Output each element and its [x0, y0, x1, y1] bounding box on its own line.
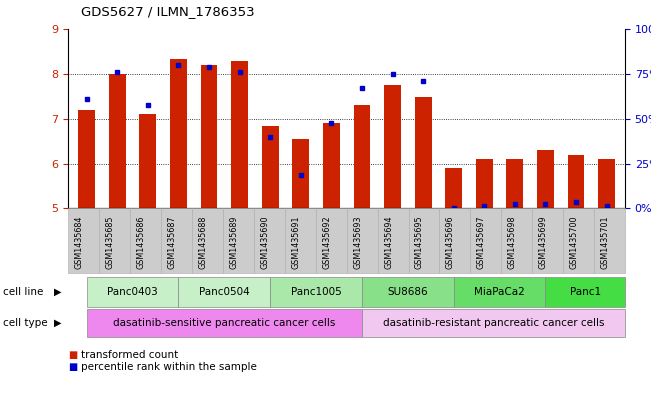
Bar: [384, 85, 401, 208]
Text: GSM1435699: GSM1435699: [538, 216, 547, 269]
Text: cell line: cell line: [3, 287, 44, 297]
Text: GSM1435692: GSM1435692: [322, 216, 331, 269]
Text: GSM1435694: GSM1435694: [384, 216, 393, 269]
Bar: [445, 168, 462, 208]
Text: GSM1435686: GSM1435686: [137, 216, 146, 269]
Text: ▶: ▶: [53, 287, 61, 297]
Bar: [353, 105, 370, 208]
Text: dasatinib-sensitive pancreatic cancer cells: dasatinib-sensitive pancreatic cancer ce…: [113, 318, 335, 328]
Text: GSM1435698: GSM1435698: [508, 216, 517, 269]
Text: GDS5627 / ILMN_1786353: GDS5627 / ILMN_1786353: [81, 5, 255, 18]
Text: SU8686: SU8686: [387, 287, 428, 297]
Bar: [537, 150, 554, 208]
Text: Panc0504: Panc0504: [199, 287, 250, 297]
Text: GSM1435691: GSM1435691: [291, 216, 300, 269]
Bar: [231, 61, 248, 208]
Text: GSM1435697: GSM1435697: [477, 216, 486, 269]
Bar: [292, 139, 309, 208]
Text: percentile rank within the sample: percentile rank within the sample: [81, 362, 257, 372]
Bar: [109, 74, 126, 208]
Text: cell type: cell type: [3, 318, 48, 328]
Text: Panc1: Panc1: [570, 287, 601, 297]
Text: GSM1435688: GSM1435688: [199, 216, 208, 269]
Bar: [415, 97, 432, 208]
Text: GSM1435695: GSM1435695: [415, 216, 424, 269]
Bar: [506, 159, 523, 208]
Text: dasatinib-resistant pancreatic cancer cells: dasatinib-resistant pancreatic cancer ce…: [383, 318, 604, 328]
Text: ▶: ▶: [53, 318, 61, 328]
Text: GSM1435693: GSM1435693: [353, 216, 362, 269]
Bar: [598, 159, 615, 208]
Bar: [323, 123, 340, 208]
Text: ■: ■: [68, 350, 77, 360]
Text: Panc0403: Panc0403: [107, 287, 158, 297]
Text: Panc1005: Panc1005: [291, 287, 342, 297]
Text: GSM1435685: GSM1435685: [105, 216, 115, 269]
Text: ■: ■: [68, 362, 77, 372]
Bar: [139, 114, 156, 208]
Text: GSM1435684: GSM1435684: [75, 216, 84, 269]
Text: GSM1435690: GSM1435690: [260, 216, 270, 269]
Bar: [262, 126, 279, 208]
Bar: [568, 154, 585, 208]
Bar: [476, 159, 493, 208]
Text: MiaPaCa2: MiaPaCa2: [474, 287, 525, 297]
Bar: [201, 65, 217, 208]
Text: GSM1435700: GSM1435700: [570, 216, 579, 269]
Text: GSM1435689: GSM1435689: [229, 216, 238, 269]
Text: GSM1435701: GSM1435701: [600, 216, 609, 269]
Text: GSM1435696: GSM1435696: [446, 216, 455, 269]
Bar: [170, 59, 187, 208]
Text: GSM1435687: GSM1435687: [167, 216, 176, 269]
Text: transformed count: transformed count: [81, 350, 178, 360]
Bar: [78, 110, 95, 208]
